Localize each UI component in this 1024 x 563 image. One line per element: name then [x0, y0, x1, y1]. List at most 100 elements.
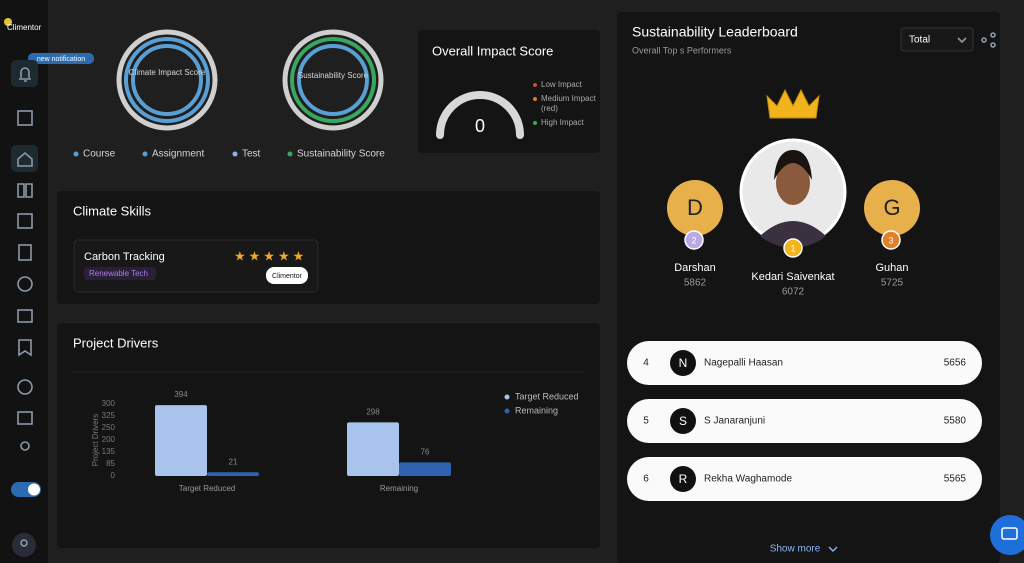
rank: 2	[691, 235, 696, 245]
y-tick-label: 250	[102, 423, 116, 432]
row-initial: S	[679, 414, 687, 428]
bar	[399, 462, 451, 476]
row-initial: N	[679, 356, 688, 370]
skill-tag-bg	[84, 267, 156, 280]
ring-label: Climate Impact Score	[129, 68, 206, 77]
ring-mid	[124, 37, 210, 123]
bar-value-label: 76	[421, 447, 430, 456]
row-score: 5565	[944, 474, 967, 485]
skills-title: Climate Skills	[73, 203, 152, 218]
leaderboard-row[interactable]	[627, 457, 982, 501]
notification-badge	[28, 53, 94, 64]
row-name: Nagepalli Haasan	[704, 358, 783, 369]
skill-tag: Renewable Tech	[89, 269, 148, 278]
impact-legend: Low Impact	[541, 80, 583, 89]
avatar-initial: D	[687, 195, 703, 220]
toggle-knob	[28, 483, 40, 496]
row-rank: 4	[643, 358, 649, 369]
legend-label: Course	[83, 149, 116, 160]
bot-icon[interactable]	[17, 411, 33, 425]
leaderboard-row[interactable]	[627, 341, 982, 385]
bar-value-label: 21	[229, 457, 238, 466]
chat-button[interactable]	[990, 515, 1024, 555]
done-icon[interactable]	[17, 276, 33, 292]
legend-dot	[533, 121, 537, 125]
row-score: 5656	[944, 358, 967, 369]
notification-text: new notification	[37, 56, 85, 63]
dropdown-chevron	[957, 37, 967, 44]
row-rank: 5	[643, 416, 649, 427]
skill-name: Carbon Tracking	[84, 251, 165, 263]
share-button[interactable]	[981, 32, 996, 48]
leaderboard-row[interactable]	[627, 399, 982, 443]
avatar	[667, 180, 723, 236]
avatar	[864, 180, 920, 236]
legend-dot	[142, 151, 148, 157]
check-icon[interactable]	[17, 213, 33, 229]
book-icon[interactable]	[17, 183, 33, 198]
legend-label: Remaining	[515, 405, 558, 415]
rank-badge	[881, 230, 901, 250]
row-name: Rekha Waghamode	[704, 474, 792, 485]
sidebar	[0, 0, 48, 563]
y-tick-label: 300	[102, 399, 116, 408]
filter-dropdown[interactable]	[900, 27, 974, 52]
show-more-chevron	[828, 546, 838, 552]
ring-outer	[116, 29, 218, 131]
legend-dot	[533, 97, 537, 101]
y-tick-label: 325	[102, 411, 116, 420]
bag-icon[interactable]	[17, 309, 33, 323]
badge-bg	[266, 267, 308, 284]
x-tick-label: Target Reduced	[179, 484, 235, 493]
drivers-panel	[57, 323, 600, 548]
help-icon[interactable]	[17, 379, 33, 395]
ring-inner	[297, 44, 369, 116]
nav-bell[interactable]	[11, 60, 38, 87]
chat-icon	[1001, 527, 1018, 540]
rank-badge	[783, 238, 803, 258]
rank: 1	[790, 243, 795, 253]
legend-label: Assignment	[152, 149, 204, 160]
leaderboard-rows: 4 N Nagepalli Haasan 5656 5 S S Janaranjuni 558…	[627, 341, 982, 501]
podium-score: 5725	[881, 278, 904, 289]
impact-legend: Medium Impact (red)	[541, 94, 596, 113]
legend-dot	[287, 151, 293, 157]
legend-label: Test	[242, 149, 261, 160]
avatar-initial: G	[883, 195, 900, 220]
legend-dot	[504, 408, 510, 414]
stars: ★★★★★	[234, 248, 307, 263]
impact-panel	[418, 30, 600, 153]
filter-value: Total	[909, 35, 930, 46]
row-initial: R	[679, 472, 688, 486]
x-tick-label: Remaining	[380, 484, 418, 493]
row-avatar	[670, 408, 696, 434]
profile-button[interactable]	[12, 533, 36, 557]
ring-label: Sustainability Score	[298, 71, 369, 80]
row-avatar	[670, 466, 696, 492]
nav-home[interactable]	[11, 145, 38, 172]
row-score: 5580	[944, 416, 967, 427]
impact-title: Overall Impact Score	[432, 43, 553, 58]
clip-icon[interactable]	[18, 244, 32, 261]
logo-dot	[4, 18, 12, 26]
drivers-chart: 300 325 250 200 135 85 0 Target Reduced 394 21 Rem…	[102, 390, 579, 493]
bar-value-label: 298	[366, 407, 380, 416]
logo: Climentor	[7, 23, 42, 32]
badge: Climentor	[272, 273, 303, 280]
photo-body	[760, 221, 826, 248]
photo-hair	[774, 150, 812, 180]
legend-label: Target Reduced	[515, 391, 579, 401]
bar	[155, 405, 207, 476]
show-more[interactable]: Show more	[770, 544, 821, 555]
bar	[347, 422, 399, 476]
podium-score: 6072	[782, 287, 805, 298]
y-tick-label: 85	[106, 459, 115, 468]
ring-mid	[290, 37, 376, 123]
ring-outer	[282, 29, 384, 131]
user-icon[interactable]	[20, 441, 30, 451]
ring-inner	[131, 44, 203, 116]
y-tick-label: 135	[102, 447, 116, 456]
scan-icon[interactable]	[17, 110, 33, 126]
bookmark-icon[interactable]	[18, 339, 32, 357]
